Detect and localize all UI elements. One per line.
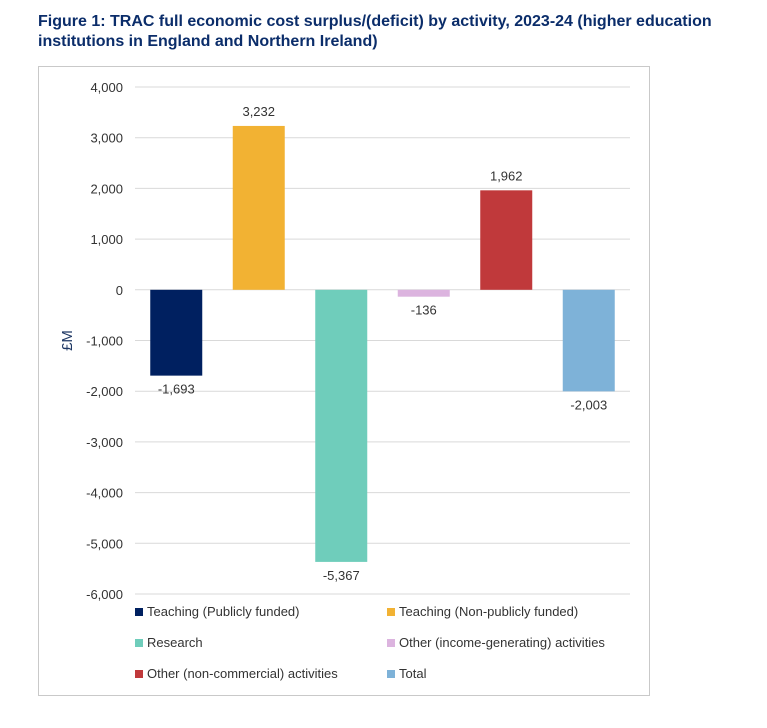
y-axis-title: £M — [59, 330, 76, 351]
data-label: -2,003 — [570, 397, 607, 412]
y-tick-label: -4,000 — [86, 486, 123, 501]
y-tick-label: 4,000 — [90, 80, 123, 95]
y-axis-ticks: 4,000 3,000 2,000 1,000 0 -1,000 -2,000 -3,000 -… — [86, 80, 123, 602]
bar — [232, 125, 285, 290]
bar — [397, 289, 450, 297]
legend-swatch — [135, 639, 143, 647]
chart-frame: 4,000 3,000 2,000 1,000 0 -1,000 -2,000 -3,000 -… — [38, 66, 650, 696]
y-tick-label: 2,000 — [90, 181, 123, 196]
bars — [150, 125, 615, 562]
bar — [150, 289, 203, 376]
legend-swatch — [135, 670, 143, 678]
legend-swatch — [387, 670, 395, 678]
legend-label: Other (non-commercial) activities — [147, 666, 338, 681]
data-labels: -1,693 3,232 -5,367 -136 1,962 -2,003 — [158, 104, 607, 583]
bar — [315, 289, 368, 562]
legend-label: Total — [399, 666, 427, 681]
y-tick-label: 3,000 — [90, 131, 123, 146]
legend: Teaching (Publicly funded) Teaching (Non-… — [135, 604, 605, 681]
data-label: -136 — [411, 303, 437, 318]
figure-title: Figure 1: TRAC full economic cost surplu… — [38, 13, 712, 50]
gridlines — [135, 86, 630, 595]
y-tick-label: -5,000 — [86, 536, 123, 551]
legend-swatch — [135, 608, 143, 616]
bar — [480, 190, 533, 290]
legend-label: Other (income-generating) activities — [399, 635, 605, 650]
y-tick-label: -1,000 — [86, 334, 123, 349]
data-label: -5,367 — [323, 568, 360, 583]
legend-label: Research — [147, 635, 203, 650]
y-tick-label: 1,000 — [90, 232, 123, 247]
data-label: 1,962 — [490, 168, 523, 183]
data-label: 3,232 — [242, 104, 275, 119]
y-tick-label: -6,000 — [86, 587, 123, 602]
legend-swatch — [387, 608, 395, 616]
y-tick-label: -2,000 — [86, 384, 123, 399]
bar — [562, 289, 615, 392]
y-tick-label: 0 — [116, 283, 123, 298]
y-tick-label: -3,000 — [86, 435, 123, 450]
legend-label: Teaching (Non-publicly funded) — [399, 604, 578, 619]
bar-chart: 4,000 3,000 2,000 1,000 0 -1,000 -2,000 -3,000 -… — [59, 80, 630, 681]
legend-swatch — [387, 639, 395, 647]
data-label: -1,693 — [158, 382, 195, 397]
legend-label: Teaching (Publicly funded) — [147, 604, 299, 619]
